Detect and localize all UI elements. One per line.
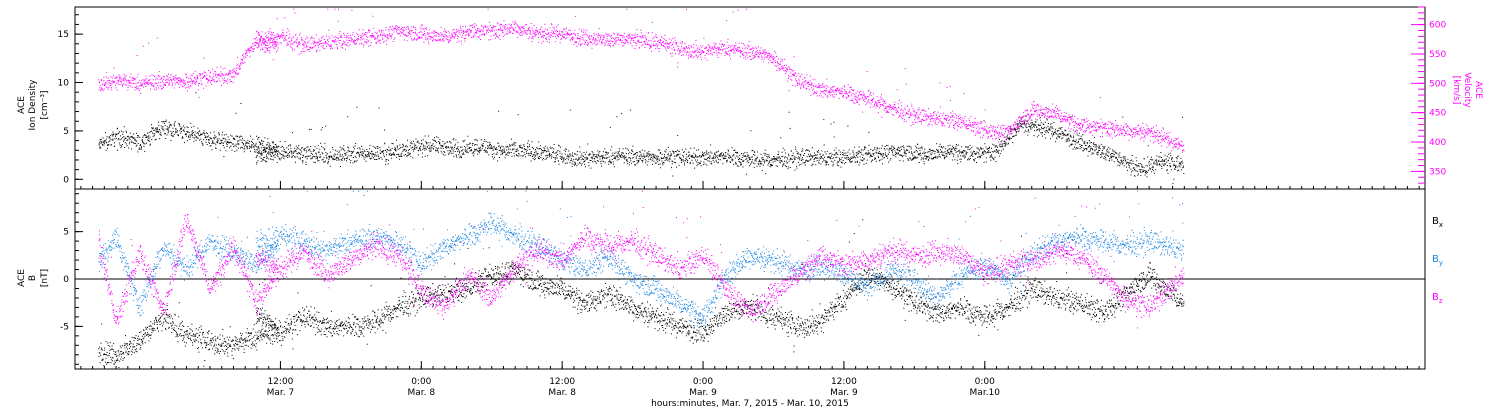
density-ylabel-line-1: ACE — [17, 96, 27, 114]
x-axis-label: hours:minutes, Mar. 7, 2015 - Mar. 10, 2… — [651, 399, 849, 409]
date-tick-label-5: Mar. 9 — [830, 388, 858, 398]
bfield-ylabel-line-1: ACE — [17, 269, 27, 287]
time-tick-label-2: 0:00 — [411, 377, 431, 387]
velocity-ylabel-line-1: ACE — [1473, 81, 1483, 99]
density-tick-label-10: 10 — [58, 79, 70, 89]
bfield-tick-label--5: -5 — [60, 322, 69, 332]
velocity-tick-label-450: 450 — [1429, 109, 1446, 119]
ion-density-series-segment-1 — [98, 92, 279, 158]
velocity-ylabel-line-2: Velocity — [1462, 72, 1472, 108]
velocity-tick-label-550: 550 — [1429, 50, 1446, 60]
time-tick-label-5: 12:00 — [831, 377, 857, 387]
density-tick-label-0: 0 — [63, 175, 69, 185]
date-tick-label-4: Mar. 9 — [689, 388, 717, 398]
by-legend-entry: By — [1432, 254, 1443, 267]
velocity-series-segment-2 — [255, 8, 1185, 153]
ion-density-velocity-panel — [98, 8, 1185, 185]
density-tick-label-5: 5 — [63, 127, 69, 137]
date-tick-label-2: Mar. 8 — [407, 388, 435, 398]
velocity-tick-label-350: 350 — [1429, 167, 1446, 177]
svg-text:By: By — [1432, 254, 1443, 267]
velocity-tick-label-400: 400 — [1429, 138, 1446, 148]
magnetic-field-panel — [75, 190, 1425, 368]
svg-text:Bx: Bx — [1432, 216, 1443, 229]
density-ylabel-line-3: [cm⁻³] — [40, 90, 50, 119]
bz-legend-entry: Bz — [1432, 292, 1443, 305]
bz-legend-sub: z — [1439, 297, 1443, 305]
time-tick-label-4: 0:00 — [693, 377, 713, 387]
bz-series-segment-1 — [98, 214, 279, 325]
ion-density-series-segment-2 — [255, 106, 1185, 185]
bfield-tick-label-5: 5 — [63, 228, 69, 238]
date-tick-label-6: Mar.10 — [970, 388, 1001, 398]
time-tick-label-6: 0:00 — [975, 377, 995, 387]
velocity-tick-label-500: 500 — [1429, 79, 1446, 89]
bfield-ylabel-line-2: B — [28, 275, 38, 281]
density-ylabel-line-2: Ion Density — [28, 79, 38, 131]
time-tick-label-1: 12:00 — [267, 377, 293, 387]
by-series-segment-2 — [255, 190, 1184, 328]
bz-legend-symbol: B — [1432, 292, 1439, 303]
velocity-ylabel-line-3: [km/s] — [1451, 76, 1461, 105]
velocity-series-segment-1 — [98, 18, 279, 98]
bx-legend-sub: x — [1439, 221, 1443, 229]
time-tick-label-3: 12:00 — [549, 377, 575, 387]
velocity-tick-label-600: 600 — [1429, 21, 1446, 31]
svg-text:Bz: Bz — [1432, 292, 1443, 305]
date-tick-label-1: Mar. 7 — [267, 388, 295, 398]
by-legend-symbol: B — [1432, 254, 1439, 265]
date-tick-label-3: Mar. 8 — [548, 388, 576, 398]
bfield-tick-label-0: 0 — [63, 275, 69, 285]
bx-legend-entry: Bx — [1432, 216, 1443, 229]
by-series-segment-1 — [98, 196, 279, 317]
bx-legend-symbol: B — [1432, 216, 1439, 227]
bfield-ylabel-line-3: [nT] — [40, 269, 50, 287]
by-legend-sub: y — [1439, 259, 1443, 267]
density-tick-label-15: 15 — [58, 30, 69, 40]
